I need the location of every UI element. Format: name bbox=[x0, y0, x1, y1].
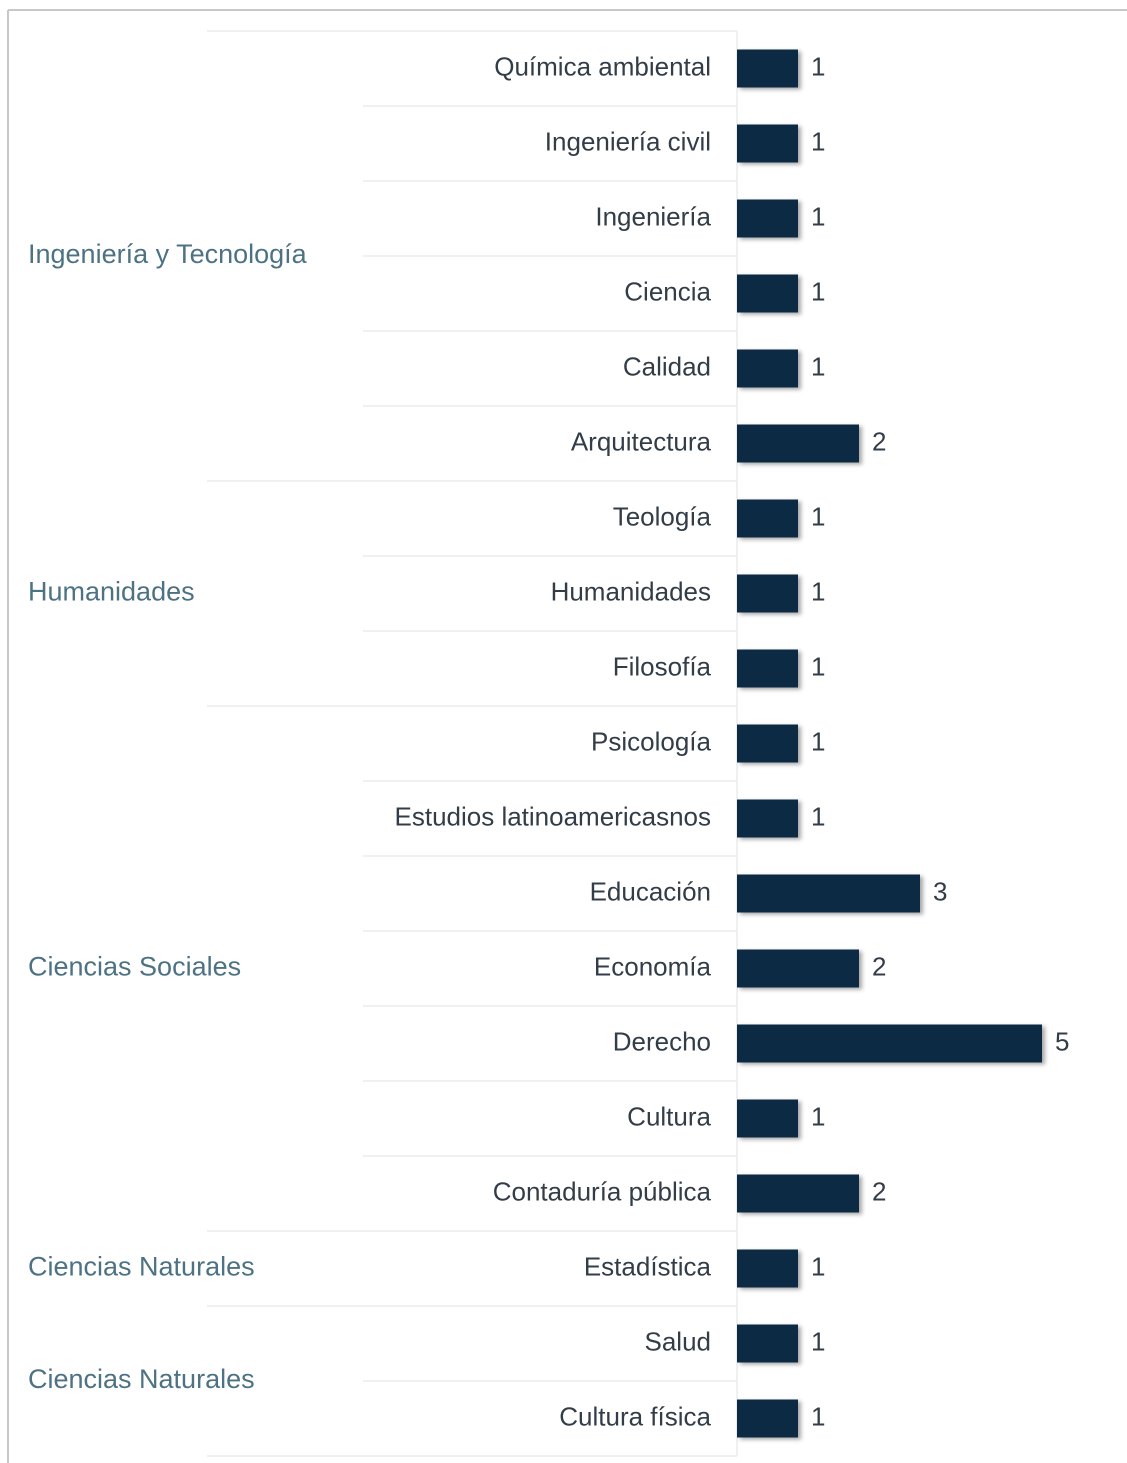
bar bbox=[737, 574, 798, 613]
value-label: 1 bbox=[811, 276, 825, 306]
value-label: 1 bbox=[811, 576, 825, 606]
category-label: Ingeniería bbox=[595, 201, 711, 231]
bar bbox=[737, 949, 859, 988]
value-label: 1 bbox=[811, 1101, 825, 1131]
category-label: Humanidades bbox=[551, 576, 711, 606]
bar bbox=[737, 1399, 798, 1438]
bar bbox=[737, 1174, 859, 1213]
bar bbox=[737, 424, 859, 463]
category-label: Economía bbox=[594, 951, 712, 981]
category-label: Estadística bbox=[584, 1251, 712, 1281]
category-label: Química ambiental bbox=[494, 51, 711, 81]
group-label: Humanidades bbox=[28, 577, 195, 607]
value-label: 1 bbox=[811, 51, 825, 81]
bar bbox=[737, 1099, 798, 1138]
bar bbox=[737, 1324, 798, 1363]
group-label: Ciencias Sociales bbox=[28, 952, 241, 982]
value-label: 1 bbox=[811, 1401, 825, 1431]
bar bbox=[737, 874, 920, 913]
value-label: 1 bbox=[811, 801, 825, 831]
value-label: 1 bbox=[811, 726, 825, 756]
category-label: Ciencia bbox=[624, 276, 711, 306]
category-label: Contaduría pública bbox=[493, 1176, 712, 1206]
category-label: Cultura física bbox=[559, 1401, 711, 1431]
value-label: 1 bbox=[811, 501, 825, 531]
value-label: 1 bbox=[811, 1251, 825, 1281]
category-label: Estudios latinoamericasnos bbox=[395, 801, 712, 831]
category-label: Salud bbox=[645, 1326, 712, 1356]
value-label: 1 bbox=[811, 1326, 825, 1356]
category-label: Ingeniería civil bbox=[545, 126, 711, 156]
value-label: 1 bbox=[811, 126, 825, 156]
group-label: Ciencias Naturales bbox=[28, 1252, 255, 1282]
bar bbox=[737, 799, 798, 838]
value-label: 2 bbox=[872, 1176, 886, 1206]
value-label: 2 bbox=[872, 951, 886, 981]
category-label: Educación bbox=[590, 876, 711, 906]
value-label: 1 bbox=[811, 201, 825, 231]
bar bbox=[737, 1249, 798, 1288]
group-label: Ingeniería y Tecnología bbox=[28, 239, 308, 269]
category-label: Derecho bbox=[613, 1026, 711, 1056]
category-label: Arquitectura bbox=[571, 426, 712, 456]
bar bbox=[737, 499, 798, 538]
bar bbox=[737, 124, 798, 163]
value-label: 1 bbox=[811, 651, 825, 681]
bar bbox=[737, 649, 798, 688]
value-label: 3 bbox=[933, 876, 947, 906]
bar bbox=[737, 274, 798, 313]
bar bbox=[737, 1024, 1042, 1063]
bar bbox=[737, 349, 798, 388]
value-label: 1 bbox=[811, 351, 825, 381]
bar bbox=[737, 199, 798, 238]
category-label: Psicología bbox=[591, 726, 711, 756]
value-label: 5 bbox=[1055, 1026, 1069, 1056]
category-label: Teología bbox=[613, 501, 712, 531]
category-label: Cultura bbox=[627, 1101, 711, 1131]
bar bbox=[737, 49, 798, 88]
bar bbox=[737, 724, 798, 763]
value-label: 2 bbox=[872, 426, 886, 456]
category-label: Filosofía bbox=[613, 651, 712, 681]
category-label: Calidad bbox=[623, 351, 711, 381]
group-label: Ciencias Naturales bbox=[28, 1364, 255, 1394]
